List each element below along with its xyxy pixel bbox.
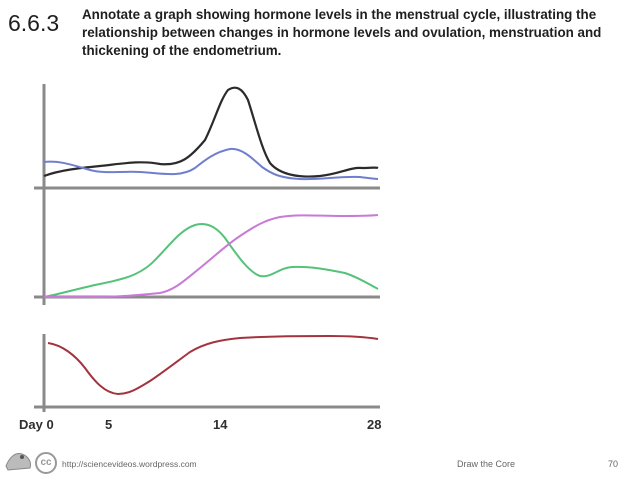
panel-3-red-curve <box>47 334 379 396</box>
panel-2 <box>34 193 380 305</box>
footer-title: Draw the Core <box>457 459 516 469</box>
panel-2-green-curve <box>43 222 379 298</box>
creative-commons-icon: cc <box>35 452 57 474</box>
day-28-label: 28 <box>367 417 382 432</box>
day-5-label: 5 <box>105 417 113 432</box>
panel-1-blue-curve <box>43 147 379 181</box>
author-logo-icon <box>5 453 31 471</box>
panel-2-pink-curve <box>44 214 379 298</box>
day-14-label: 14 <box>213 417 228 432</box>
panel-1 <box>34 84 380 195</box>
page-number: 70 <box>608 459 619 469</box>
slide-description: Annotate a graph showing hormone levels … <box>82 7 602 58</box>
panel-1-dark-curve <box>43 86 379 178</box>
slide-code: 6.6.3 <box>8 10 60 36</box>
panel-3 <box>34 334 380 412</box>
footer-url[interactable]: http://sciencevideos.wordpress.com <box>62 459 197 469</box>
day-0-label: Day 0 <box>19 417 54 432</box>
